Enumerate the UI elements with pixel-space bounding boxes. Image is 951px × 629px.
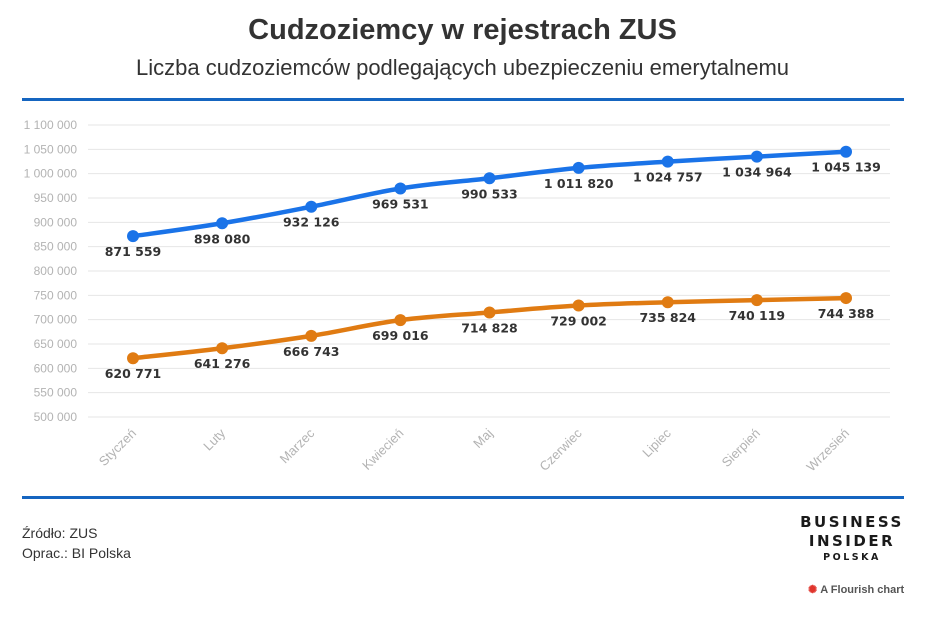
data-label: 714 828 — [461, 320, 518, 335]
gridlines — [88, 124, 890, 418]
series-2-point[interactable] — [661, 296, 674, 309]
series-2-point[interactable] — [750, 294, 763, 307]
series-2-point[interactable] — [840, 292, 852, 305]
series-1-point[interactable] — [127, 230, 139, 243]
logo-line-business: BUSINESS — [800, 513, 904, 531]
logo-line-insider: INSIDER — [808, 532, 896, 550]
y-tick-label: 700 000 — [34, 313, 78, 327]
flourish-icon: ✺ — [808, 584, 818, 596]
line-chart: 500 000 550 000 600 000 650 000 700 000 750 0… — [24, 118, 890, 474]
data-label: 744 388 — [818, 306, 875, 321]
data-label: 620 771 — [105, 366, 162, 381]
series-1-point[interactable] — [305, 200, 318, 213]
series-2-point[interactable] — [483, 306, 496, 319]
x-tick-label: Maj — [470, 425, 495, 450]
data-label: 898 080 — [194, 231, 251, 246]
x-tick-label: Czerwiec — [536, 425, 585, 474]
x-axis-ticks: Styczeń Luty Marzec Kwiecień Maj Czerwiec Lipi… — [96, 425, 852, 474]
source-text: Źródło: ZUS — [22, 525, 98, 541]
x-tick-label: Sierpień — [719, 426, 763, 470]
credit-text: Oprac.: BI Polska — [22, 545, 131, 561]
flourish-credit-link[interactable]: ✺ A Flourish chart — [808, 583, 904, 596]
logo-line-polska: POLSKA — [823, 552, 881, 563]
x-tick-label: Lipiec — [639, 425, 674, 460]
y-tick-label: 750 000 — [34, 288, 78, 302]
x-tick-label: Marzec — [277, 425, 318, 466]
data-label: 1 034 964 — [722, 165, 792, 180]
y-tick-label: 900 000 — [34, 215, 78, 229]
chart-subtitle: Liczba cudzoziemców podlegających ubezpi… — [135, 55, 790, 80]
flourish-label: A Flourish chart — [820, 584, 905, 596]
data-label: 990 533 — [461, 186, 518, 201]
data-label: 1 024 757 — [633, 170, 703, 185]
y-tick-label: 550 000 — [34, 386, 78, 400]
data-label: 666 743 — [283, 344, 340, 359]
y-tick-label: 500 000 — [34, 410, 78, 424]
data-label: 1 045 139 — [811, 160, 881, 175]
x-tick-label: Styczeń — [96, 426, 139, 469]
data-label: 740 119 — [729, 308, 786, 323]
x-tick-label: Luty — [200, 425, 228, 453]
y-tick-label: 800 000 — [34, 264, 78, 278]
data-label: 699 016 — [372, 328, 429, 343]
data-label: 1 011 820 — [544, 176, 614, 191]
series-1-point[interactable] — [483, 172, 496, 185]
x-tick-label: Wrzesień — [803, 426, 852, 475]
y-tick-label: 650 000 — [34, 337, 78, 351]
top-divider — [22, 98, 904, 101]
y-tick-label: 1 050 000 — [24, 142, 78, 156]
data-label: 729 002 — [550, 314, 607, 329]
series-1-point[interactable] — [840, 145, 852, 158]
source-note: Źródło: ZUS Oprac.: BI Polska — [22, 523, 131, 563]
data-label: 969 531 — [372, 196, 429, 211]
data-label: 641 276 — [194, 356, 251, 371]
y-tick-label: 950 000 — [34, 191, 78, 205]
y-tick-label: 1 000 000 — [24, 167, 78, 181]
series-1-point[interactable] — [216, 217, 229, 230]
bottom-divider — [22, 496, 904, 499]
series-lines — [127, 145, 852, 365]
series-1-point[interactable] — [572, 161, 585, 174]
x-tick-label: Kwiecień — [359, 426, 406, 473]
data-label: 871 559 — [105, 244, 162, 259]
series-2-point[interactable] — [216, 342, 229, 355]
y-tick-label: 600 000 — [34, 361, 78, 375]
data-label: 932 126 — [283, 215, 340, 230]
series-2-point[interactable] — [127, 352, 139, 365]
data-label: 735 824 — [639, 310, 696, 325]
series-1-point[interactable] — [394, 182, 407, 195]
business-insider-logo[interactable]: BUSINESS INSIDER POLSKA — [792, 513, 912, 564]
series-1-point[interactable] — [750, 150, 763, 163]
chart-title: Cudzoziemcy w rejestrach ZUS — [248, 14, 677, 46]
series-2-point[interactable] — [394, 314, 407, 327]
y-tick-label: 850 000 — [34, 240, 78, 254]
data-labels: 871 559 898 080 932 126 969 531 990 533 1 011… — [105, 160, 881, 382]
y-axis-ticks: 500 000 550 000 600 000 650 000 700 000 750 0… — [24, 118, 78, 424]
series-2-point[interactable] — [572, 299, 585, 312]
series-2-point[interactable] — [305, 329, 318, 342]
y-tick-label: 1 100 000 — [24, 118, 78, 132]
series-1-point[interactable] — [661, 155, 674, 168]
